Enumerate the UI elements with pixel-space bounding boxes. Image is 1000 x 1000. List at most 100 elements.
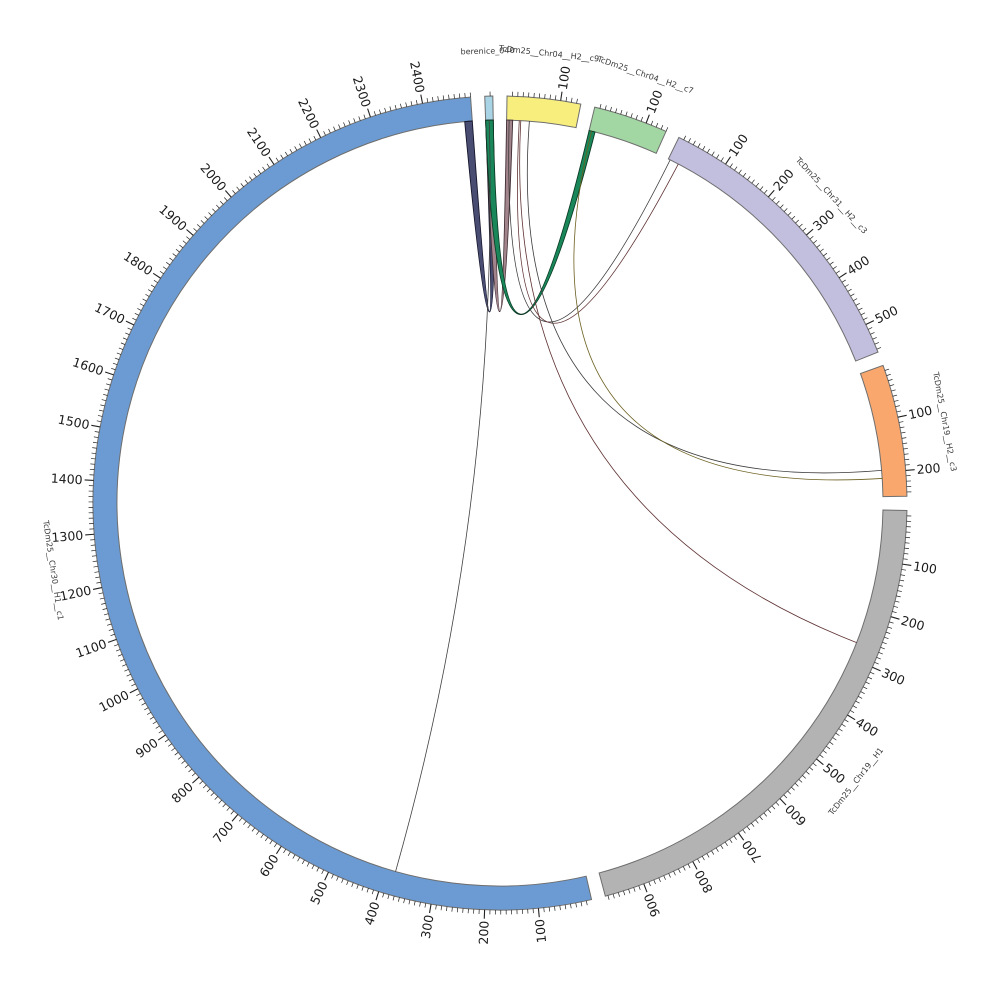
minor-tick xyxy=(97,415,103,417)
major-tick xyxy=(224,190,232,198)
minor-tick xyxy=(772,196,776,201)
minor-tick xyxy=(240,183,244,188)
minor-tick xyxy=(832,266,837,270)
minor-tick xyxy=(747,176,751,181)
minor-tick xyxy=(101,602,106,605)
tick-label: 1100 xyxy=(74,636,109,661)
sector-band xyxy=(484,95,494,121)
minor-tick xyxy=(171,747,176,752)
sector-label: TcDm25__Chr04__H2__c7 xyxy=(595,54,694,95)
minor-tick xyxy=(292,854,296,859)
minor-tick xyxy=(798,779,803,783)
minor-tick xyxy=(257,169,262,174)
minor-tick xyxy=(145,293,150,297)
minor-tick xyxy=(128,678,134,682)
minor-tick xyxy=(802,227,807,232)
tick-label: 900 xyxy=(641,891,663,919)
sector-label: berenice_040 xyxy=(460,46,514,56)
tick-label: 200 xyxy=(770,166,797,194)
minor-tick xyxy=(655,122,659,128)
minor-tick xyxy=(549,94,551,100)
minor-tick xyxy=(615,108,618,113)
minor-tick xyxy=(222,803,226,808)
minor-tick xyxy=(297,857,301,862)
minor-tick xyxy=(348,120,351,125)
minor-tick xyxy=(742,172,747,177)
link-line xyxy=(395,120,491,872)
tick-label: 100 xyxy=(643,88,666,116)
major-tick xyxy=(91,424,101,428)
minor-tick xyxy=(437,96,439,101)
minor-tick xyxy=(863,686,868,690)
minor-tick xyxy=(847,288,852,292)
minor-tick xyxy=(236,186,240,191)
minor-tick xyxy=(628,889,631,894)
minor-tick xyxy=(707,148,710,153)
minor-tick xyxy=(668,873,671,878)
minor-tick xyxy=(328,128,331,134)
major-tick xyxy=(192,776,200,784)
minor-tick xyxy=(729,838,733,843)
minor-tick xyxy=(453,94,455,99)
minor-tick xyxy=(98,592,104,595)
minor-tick xyxy=(249,176,253,181)
minor-tick xyxy=(363,114,366,120)
minor-tick xyxy=(131,683,136,687)
major-tick xyxy=(816,758,824,766)
tick-label: 1400 xyxy=(50,471,83,488)
minor-tick xyxy=(898,421,904,423)
tick-label: 800 xyxy=(168,779,196,806)
link-line xyxy=(519,120,857,643)
minor-tick xyxy=(387,894,390,900)
minor-tick xyxy=(576,98,578,104)
minor-tick xyxy=(306,862,310,867)
minor-tick xyxy=(262,166,266,171)
major-tick xyxy=(268,156,275,165)
minor-tick xyxy=(251,827,256,832)
minor-tick xyxy=(894,399,899,402)
tick-label: 300 xyxy=(879,665,907,688)
minor-tick xyxy=(177,756,182,760)
minor-tick xyxy=(299,143,302,148)
minor-tick xyxy=(226,807,231,811)
minor-tick xyxy=(855,302,860,306)
minor-tick xyxy=(105,618,110,621)
minor-tick xyxy=(570,97,573,103)
major-tick xyxy=(847,714,856,721)
minor-tick xyxy=(289,148,293,154)
minor-tick xyxy=(110,633,115,637)
minor-tick xyxy=(835,732,840,736)
minor-tick xyxy=(167,743,173,747)
major-tick xyxy=(902,563,912,567)
minor-tick xyxy=(829,261,834,265)
minor-tick xyxy=(878,652,883,655)
minor-tick xyxy=(353,118,356,123)
minor-tick xyxy=(193,228,198,232)
minor-tick xyxy=(142,298,147,302)
minor-tick xyxy=(204,216,209,220)
minor-tick xyxy=(174,752,179,756)
minor-tick xyxy=(898,584,904,587)
minor-tick xyxy=(446,906,448,912)
minor-tick xyxy=(440,905,443,911)
minor-tick xyxy=(351,882,354,887)
minor-tick xyxy=(106,383,111,386)
minor-tick xyxy=(361,886,364,891)
minor-tick xyxy=(96,581,101,584)
tick-label: 100 xyxy=(907,402,934,422)
minor-tick xyxy=(358,116,361,121)
minor-tick xyxy=(253,173,257,178)
minor-tick xyxy=(116,352,122,355)
sector-band xyxy=(667,136,879,362)
minor-tick xyxy=(776,200,780,205)
minor-tick xyxy=(224,197,228,202)
minor-tick xyxy=(738,169,742,174)
minor-tick xyxy=(111,367,116,371)
minor-tick xyxy=(124,669,129,672)
minor-tick xyxy=(373,111,376,116)
tick-label: 200 xyxy=(476,920,492,944)
minor-tick xyxy=(93,565,99,568)
tick-label: 200 xyxy=(899,613,926,634)
major-tick xyxy=(737,832,745,841)
minor-tick xyxy=(101,399,107,402)
